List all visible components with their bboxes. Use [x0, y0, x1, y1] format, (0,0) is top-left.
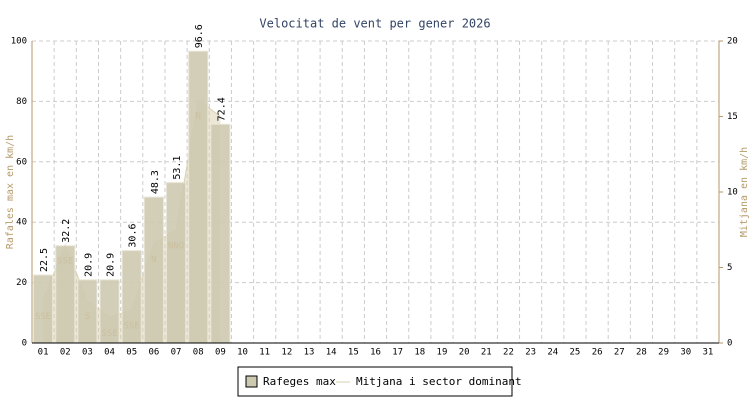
x-tick-label: 15 — [348, 348, 359, 358]
x-tick-label: 31 — [702, 348, 713, 358]
x-tick-label: 22 — [503, 348, 514, 358]
bar-value-label: 53.1 — [172, 156, 183, 180]
x-tick-label: 19 — [437, 348, 448, 358]
sector-label: SSE — [124, 321, 140, 331]
x-tick-label: 08 — [193, 348, 204, 358]
y-tick-label: 40 — [16, 218, 27, 228]
x-tick-label: 14 — [326, 348, 337, 358]
legend-label: Mitjana i sector dominant — [356, 375, 522, 388]
x-tick-label: 09 — [215, 348, 226, 358]
x-tick-label: 05 — [126, 348, 137, 358]
y2-tick-label: 0 — [727, 339, 732, 349]
x-tick-label: 12 — [281, 348, 292, 358]
sector-label: NNO — [168, 241, 184, 251]
legend-swatch-bar — [245, 375, 258, 388]
x-tick-label: 23 — [525, 348, 536, 358]
chart-title: Velocitat de vent per gener 2026 — [259, 17, 490, 31]
x-tick-label: 29 — [658, 348, 669, 358]
x-tick-label: 25 — [570, 348, 581, 358]
bar-value-label: 32.2 — [61, 219, 72, 243]
sector-label: N — [195, 111, 200, 121]
x-tick-label: 21 — [481, 348, 492, 358]
x-tick-label: 06 — [148, 348, 159, 358]
bar — [166, 182, 187, 344]
y2-tick-label: 10 — [727, 188, 738, 198]
bar-value-label: 20.9 — [106, 253, 117, 277]
bar — [143, 196, 164, 344]
y-tick-label: 80 — [16, 97, 27, 107]
bar-value-label: 72.4 — [216, 97, 227, 121]
y2-tick-label: 15 — [727, 112, 738, 122]
x-tick-label: 11 — [259, 348, 270, 358]
x-tick-label: 02 — [60, 348, 71, 358]
y-tick-label: 60 — [16, 157, 27, 167]
bar — [210, 123, 231, 344]
y-axis-label: Rafales max en km/h — [5, 135, 16, 249]
bar-value-label: 48.3 — [150, 170, 161, 194]
bar — [188, 50, 209, 344]
x-tick-label: 27 — [614, 348, 625, 358]
x-tick-label: 30 — [680, 348, 691, 358]
x-tick-label: 04 — [104, 348, 115, 358]
x-tick-label: 28 — [636, 348, 647, 358]
x-tick-label: 24 — [547, 348, 558, 358]
y-tick-label: 100 — [11, 37, 27, 47]
x-tick-label: 01 — [38, 348, 49, 358]
bar-value-label: 96.6 — [194, 24, 205, 48]
y2-axis-label: Mitjana en km/h — [739, 147, 750, 237]
legend-label: Rafeges max — [263, 375, 336, 388]
y2-tick-label: 5 — [727, 263, 732, 273]
bar — [33, 274, 54, 344]
sector-label: S — [85, 312, 90, 322]
x-tick-label: 17 — [392, 348, 403, 358]
bar-value-label: 20.9 — [83, 253, 94, 277]
y-tick-label: 20 — [16, 278, 27, 288]
sector-label: N — [151, 255, 156, 265]
x-tick-label: 10 — [237, 348, 248, 358]
y-tick-label: 0 — [22, 339, 27, 349]
x-tick-label: 07 — [171, 348, 182, 358]
x-tick-label: 18 — [414, 348, 425, 358]
sector-label: SSE — [57, 256, 73, 266]
x-tick-label: 26 — [592, 348, 603, 358]
sector-label: SSE — [101, 329, 117, 339]
sector-label: SSE — [35, 312, 51, 322]
x-tick-label: 13 — [304, 348, 315, 358]
bar-value-label: 22.5 — [39, 248, 50, 272]
legend — [237, 366, 513, 397]
x-tick-label: 20 — [459, 348, 470, 358]
bar-value-label: 30.6 — [128, 223, 139, 247]
x-tick-label: 16 — [370, 348, 381, 358]
x-tick-label: 03 — [82, 348, 93, 358]
y2-tick-label: 20 — [727, 37, 738, 47]
